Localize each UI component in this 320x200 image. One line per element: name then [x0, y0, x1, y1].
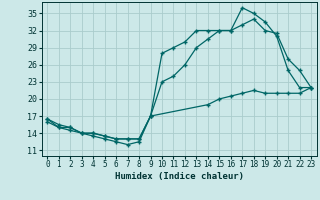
X-axis label: Humidex (Indice chaleur): Humidex (Indice chaleur): [115, 172, 244, 181]
